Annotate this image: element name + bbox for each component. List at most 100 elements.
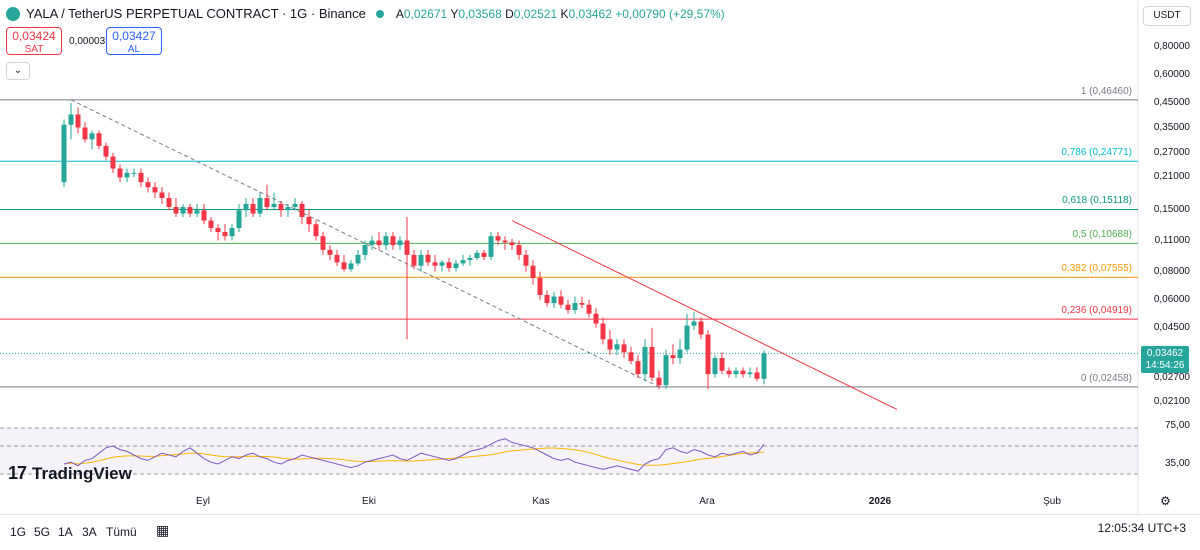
candle-body <box>425 254 431 263</box>
time-tick-label: Kas <box>532 496 550 507</box>
candle-body <box>467 257 473 261</box>
candle-body <box>250 203 256 214</box>
fib-level-label: 0,618 (0,15118) <box>1062 195 1132 207</box>
candle-body <box>649 346 655 378</box>
candle-body <box>502 240 508 243</box>
candle-body <box>278 203 284 211</box>
clock[interactable]: 12:05:34 UTC+3 <box>1097 521 1186 535</box>
candle-body <box>663 355 669 386</box>
rsi-upper-label: 75,00 <box>1164 420 1190 431</box>
candle-body <box>600 323 606 340</box>
timeframe-button[interactable]: 5G <box>34 525 51 539</box>
candle-body <box>404 240 410 255</box>
candle-body <box>376 240 382 246</box>
symbol-title[interactable]: YALA / TetherUS PERPETUAL CONTRACT · 1G … <box>26 6 366 21</box>
candle-body <box>565 304 571 311</box>
buy-label: AL <box>127 44 141 55</box>
candle-body <box>383 236 389 246</box>
candle-body <box>152 187 158 193</box>
price-tick-label: 0,02700 <box>1153 371 1190 383</box>
current-price-value: 0,03462 <box>1146 348 1184 359</box>
candle-body <box>82 127 88 140</box>
candle-body <box>61 124 67 183</box>
candle-body <box>635 361 641 375</box>
candle-body <box>656 377 662 386</box>
candle-body <box>593 313 599 324</box>
fib-level-label: 0,236 (0,04919) <box>1061 305 1132 317</box>
timeframe-button[interactable]: 3A <box>82 525 97 539</box>
gear-icon[interactable]: ⚙ <box>1160 494 1171 508</box>
candle-body <box>341 262 347 270</box>
candle-body <box>418 254 424 266</box>
candle-body <box>705 334 711 375</box>
price-tick-label: 0,08000 <box>1153 265 1190 277</box>
buy-button[interactable]: 0,03427 AL <box>106 27 162 55</box>
candle-body <box>509 242 515 246</box>
bar-countdown: 14:54:26 <box>1145 360 1185 371</box>
candle-body <box>397 240 403 246</box>
price-change: +0,00790 (+29,57%) <box>615 6 725 21</box>
candle-body <box>390 236 396 246</box>
candle-body <box>614 344 620 350</box>
current-price-badge: 0,03462 14:54:26 <box>1141 346 1189 373</box>
timeframe-button[interactable]: 1G <box>10 525 27 539</box>
calendar-icon[interactable]: ▦ <box>156 522 170 538</box>
candle-body <box>334 254 340 263</box>
candle-body <box>222 232 228 237</box>
currency-selector[interactable]: USDT <box>1143 6 1191 26</box>
candle-body <box>572 303 578 311</box>
sell-label: SAT <box>24 44 44 55</box>
collapse-panel-button[interactable]: ⌄ <box>6 62 30 80</box>
candle-body <box>411 254 417 266</box>
candle-body <box>719 358 725 371</box>
candle-body <box>89 133 95 140</box>
candle-body <box>754 372 760 379</box>
candle-body <box>677 349 683 359</box>
fib-level-label: 0,5 (0,10688) <box>1072 229 1133 241</box>
price-tick-label: 0,80000 <box>1153 40 1190 52</box>
candle-body <box>537 277 543 295</box>
candle-body <box>733 370 739 375</box>
bottom-toolbar <box>0 514 1200 550</box>
candle-body <box>621 344 627 353</box>
timeframe-button[interactable]: Tümü <box>106 525 137 539</box>
timeframe-button[interactable]: 1A <box>58 525 73 539</box>
candle-body <box>264 198 270 208</box>
candle-body <box>229 228 235 237</box>
fib-level-label: 0,382 (0,07555) <box>1061 263 1132 275</box>
candle-body <box>712 358 718 375</box>
candle-body <box>96 133 102 146</box>
candle-body <box>138 172 144 183</box>
rsi-band <box>0 428 1138 474</box>
candle-body <box>243 203 249 211</box>
candle-body <box>68 114 74 125</box>
chevron-down-icon: ⌄ <box>13 65 23 76</box>
candle-body <box>320 236 326 250</box>
rsi-line <box>63 438 765 472</box>
candle-body <box>103 145 109 157</box>
candle-body <box>355 254 361 264</box>
sell-button[interactable]: 0,03424 SAT <box>6 27 62 55</box>
candle-body <box>446 262 452 269</box>
price-tick-label: 0,27000 <box>1153 146 1190 158</box>
rsi-ma-line <box>63 447 765 466</box>
candle-body <box>369 240 375 246</box>
candle-body <box>285 207 291 211</box>
candle-body <box>530 265 536 278</box>
candle-body <box>180 207 186 214</box>
candle-body <box>453 263 459 269</box>
candle-body <box>257 198 263 214</box>
price-tick-label: 0,04500 <box>1153 321 1190 333</box>
candle-body <box>201 210 207 221</box>
candle-body <box>439 262 445 266</box>
candle-body <box>187 207 193 214</box>
candle-body <box>173 207 179 214</box>
buy-price: 0,03427 <box>112 29 156 43</box>
candle-body <box>460 260 466 264</box>
candle-body <box>726 370 732 375</box>
time-tick-label: 2026 <box>868 496 892 507</box>
candle-body <box>747 372 753 375</box>
candle-body <box>670 355 676 359</box>
fib-level-label: 0 (0,02458) <box>1080 372 1132 384</box>
